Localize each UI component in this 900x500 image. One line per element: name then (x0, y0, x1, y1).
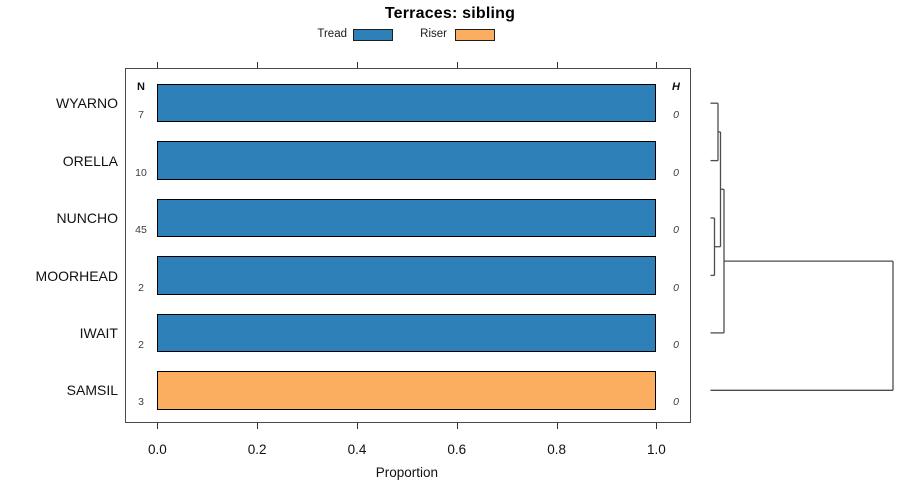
n-value-nuncho: 45 (135, 224, 147, 237)
n-value-iwait: 2 (138, 338, 144, 351)
plot-area (124, 68, 691, 423)
x-tick-top (357, 61, 358, 68)
h-value-wyarno: 0 (673, 109, 679, 122)
x-tick-bottom (357, 423, 358, 429)
x-tick-bottom (157, 423, 159, 429)
category-label-samsil: SAMSIL (66, 382, 118, 399)
bar-nuncho (157, 198, 657, 238)
x-tick-label: 0.0 (148, 442, 167, 457)
x-tick-bottom (656, 423, 658, 429)
x-tick-label: 0.8 (547, 442, 566, 457)
legend-swatch-riser (455, 29, 495, 41)
x-tick-label: 1.0 (647, 442, 666, 457)
n-value-orella: 10 (135, 166, 147, 179)
x-tick-top (456, 61, 458, 68)
n-value-samsil: 3 (138, 396, 144, 409)
x-tick-top (556, 61, 558, 68)
bar-iwait (157, 313, 657, 353)
bar-orella (157, 141, 657, 180)
h-value-moorhead: 0 (673, 281, 679, 294)
category-label-wyarno: WYARNO (56, 95, 118, 112)
legend-label-riser: Riser (420, 28, 447, 40)
h-value-nuncho: 0 (673, 224, 679, 237)
legend-swatch-tread (353, 29, 393, 41)
x-axis-label: Proportion (375, 465, 439, 480)
n-value-moorhead: 2 (138, 281, 144, 294)
bar-moorhead (157, 256, 657, 295)
category-label-orella: ORELLA (62, 152, 118, 169)
chart-title: Terraces: sibling (384, 5, 516, 22)
h-value-orella: 0 (673, 166, 679, 179)
n-column-header: N (137, 81, 145, 93)
category-label-nuncho: NUNCHO (56, 210, 118, 227)
h-column-header: H (672, 81, 680, 93)
x-tick-top (656, 61, 658, 68)
bar-wyarno (157, 83, 657, 123)
legend-label-tread: Tread (317, 28, 347, 40)
x-tick-top (157, 61, 159, 68)
category-label-moorhead: MOORHEAD (35, 267, 118, 284)
category-label-iwait: IWAIT (79, 324, 118, 341)
n-value-wyarno: 7 (138, 109, 144, 122)
h-value-iwait: 0 (673, 338, 679, 351)
x-tick-label: 0.2 (247, 442, 267, 457)
x-tick-top (257, 61, 259, 68)
x-tick-bottom (257, 423, 259, 429)
h-value-samsil: 0 (673, 396, 679, 409)
bar-samsil (157, 371, 657, 410)
x-tick-bottom (456, 423, 458, 429)
x-tick-bottom (556, 423, 558, 429)
x-tick-label: 0.4 (347, 442, 367, 457)
x-tick-label: 0.6 (447, 442, 467, 457)
